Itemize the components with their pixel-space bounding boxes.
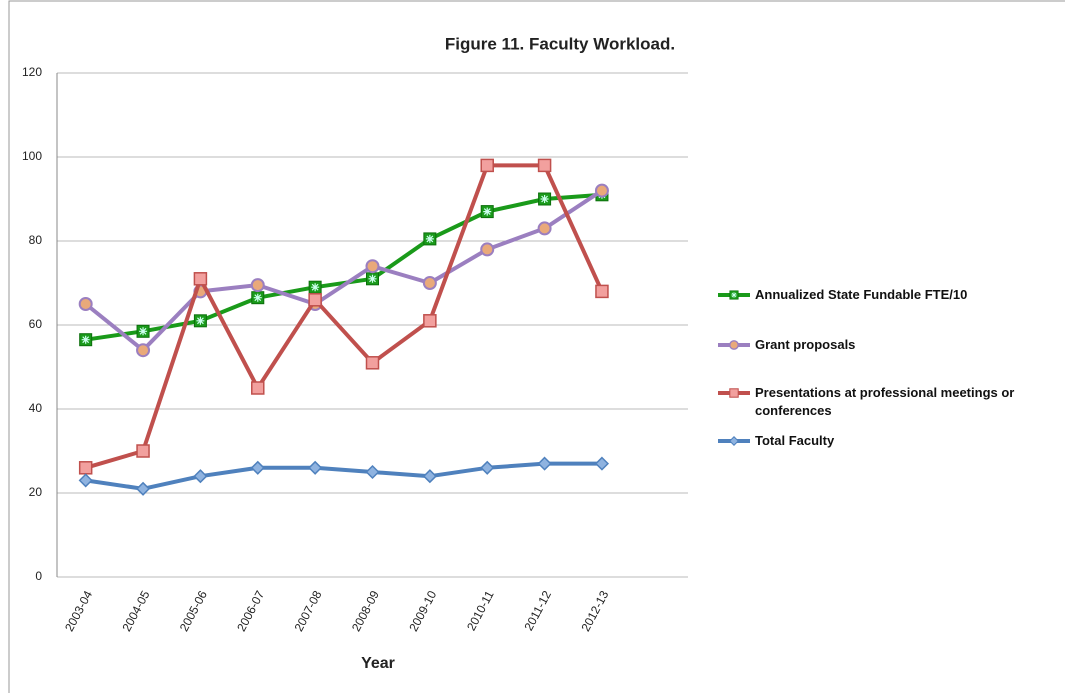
- point: [538, 192, 552, 206]
- point: [537, 221, 552, 236]
- point: [537, 158, 552, 173]
- point: [308, 280, 322, 294]
- point: [365, 356, 380, 370]
- y-tick-label: 100: [22, 149, 42, 163]
- point-star: [425, 234, 434, 243]
- point: [136, 444, 150, 458]
- point-star: [196, 316, 205, 325]
- legend-item: Annualized State Fundable FTE/10: [716, 286, 967, 304]
- x-tick-label: 2007-08: [292, 588, 325, 634]
- y-tick-label: 20: [29, 485, 43, 499]
- legend-marker: [729, 388, 739, 398]
- legend-label: Total Faculty: [755, 433, 835, 448]
- point: [423, 314, 437, 328]
- x-tick-label: 2004-05: [119, 588, 152, 634]
- legend-label: Grant proposals: [755, 337, 856, 352]
- point-star: [540, 195, 549, 203]
- point: [480, 242, 495, 257]
- point-star: [731, 292, 737, 298]
- point: [480, 205, 494, 219]
- x-axis-title: Year: [361, 655, 395, 672]
- legend-swatch: [718, 290, 750, 300]
- legend-item: Presentations at professional meetings o…: [716, 384, 1061, 420]
- legend-marker: [729, 340, 739, 350]
- x-tick-label: 2012-13: [578, 588, 611, 634]
- point: [365, 259, 380, 274]
- point: [423, 232, 437, 246]
- point: [366, 272, 379, 286]
- series-line: [85, 192, 603, 342]
- point: [78, 473, 93, 488]
- point-star: [368, 274, 377, 283]
- x-tick-label: 2008-09: [349, 588, 382, 634]
- point: [422, 276, 437, 290]
- point: [308, 293, 322, 307]
- point: [78, 461, 93, 475]
- point-star: [311, 283, 320, 292]
- point: [193, 469, 208, 484]
- point-star: [139, 327, 148, 336]
- legend-label: Presentations at professional meetings o…: [755, 385, 1015, 418]
- point: [480, 158, 494, 173]
- x-tick-label: 2005-06: [177, 588, 210, 634]
- point: [594, 183, 609, 198]
- series-line: [84, 188, 604, 353]
- legend-item: Grant proposals: [716, 336, 855, 354]
- point: [193, 314, 207, 328]
- point: [79, 333, 93, 347]
- legend-item: Total Faculty: [716, 432, 834, 450]
- point: [193, 272, 208, 286]
- x-tick-label: 2010-11: [464, 588, 497, 633]
- y-tick-label: 120: [22, 65, 42, 79]
- point: [251, 381, 265, 395]
- legend-swatch: [718, 340, 750, 350]
- y-tick-label: 80: [29, 233, 43, 247]
- frame: [8, 0, 1065, 693]
- point: [422, 469, 437, 484]
- point-star: [483, 207, 492, 216]
- y-tick-label: 0: [35, 569, 42, 583]
- point-star: [81, 335, 90, 344]
- point: [595, 284, 609, 299]
- legend-swatch: [718, 388, 750, 398]
- point: [78, 297, 93, 311]
- x-tick-label: 2009-10: [406, 588, 439, 634]
- point: [250, 460, 265, 475]
- point: [136, 324, 150, 338]
- point: [135, 481, 151, 496]
- x-tick-label: 2003-04: [62, 588, 95, 634]
- point: [365, 464, 380, 480]
- chart-title: Figure 11. Faculty Workload.: [445, 34, 675, 53]
- legend-swatch: [718, 436, 750, 446]
- legend-marker: [729, 436, 739, 446]
- x-tick-label: 2006-07: [234, 588, 267, 634]
- point: [308, 460, 323, 475]
- series-line: [85, 461, 602, 491]
- point: [251, 291, 265, 305]
- point: [480, 460, 495, 475]
- series-line: [85, 163, 604, 470]
- point: [537, 456, 552, 471]
- legend-marker: [729, 290, 739, 300]
- point-star: [253, 293, 262, 302]
- x-tick-label: 2011-12: [521, 588, 554, 633]
- point: [250, 278, 265, 293]
- point: [136, 343, 151, 358]
- y-tick-label: 60: [29, 317, 43, 331]
- point: [594, 456, 610, 471]
- legend-label: Annualized State Fundable FTE/10: [755, 287, 968, 302]
- y-tick-label: 40: [29, 401, 43, 415]
